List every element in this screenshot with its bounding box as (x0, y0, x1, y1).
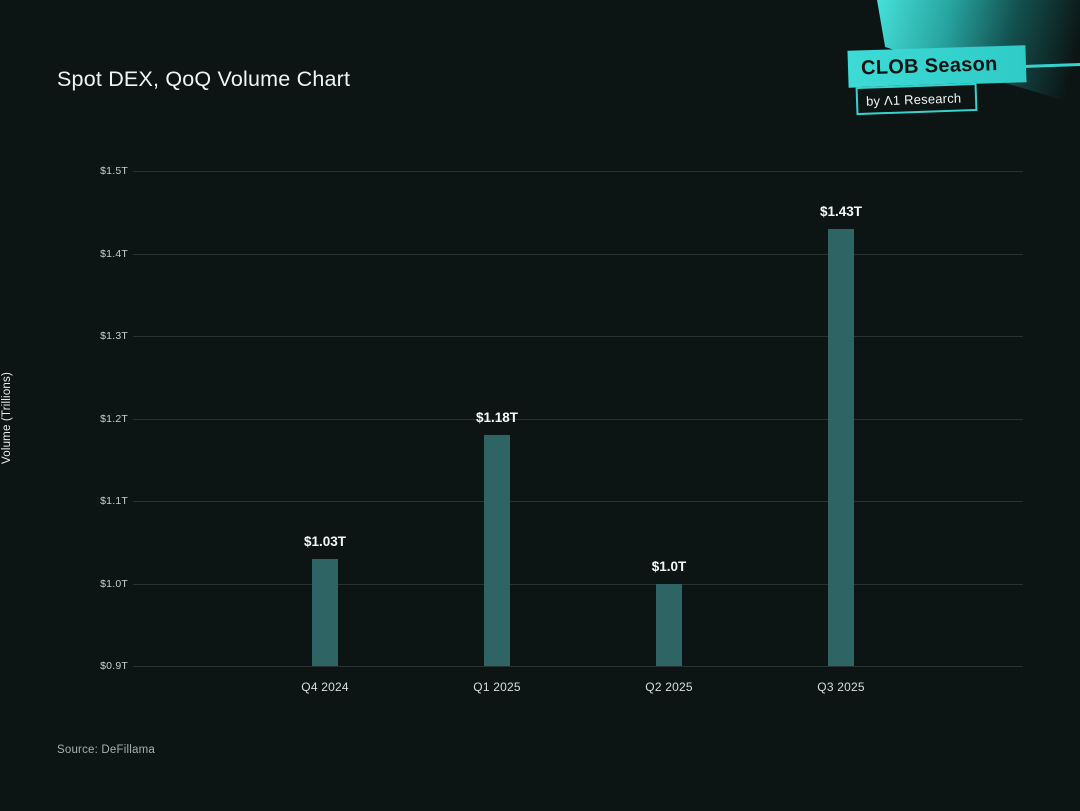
gridline (133, 418, 1023, 420)
x-tick-label: Q3 2025 (817, 680, 865, 694)
gridline (133, 501, 1023, 502)
plot-area: $1.03T $1.18T $1.0T $1.43T (133, 171, 1023, 667)
bar-value-label: $1.18T (475, 410, 519, 425)
gridline (133, 583, 1023, 585)
y-tick-label: $1.2T (100, 412, 128, 425)
y-tick-label: $1.3T (100, 330, 128, 342)
y-axis-tick-labels: $1.5T $1.4T $1.3T $1.2T $1.1T $1.0T $0.9T (0, 165, 128, 672)
y-tick-label: $0.9T (100, 660, 128, 672)
bar-value-label: $1.03T (303, 533, 347, 549)
by-a1-research-badge: by Λ1 Research (855, 82, 978, 116)
x-tick-label: Q4 2024 (301, 680, 349, 694)
gridline (133, 171, 1023, 172)
page-title: Spot DEX, QoQ Volume Chart (57, 67, 351, 91)
bar-q4-2024 (312, 558, 338, 666)
clob-season-badge: CLOB Season (847, 45, 1027, 88)
y-tick-label: $1.1T (100, 495, 128, 507)
y-tick-label: $1.0T (100, 577, 128, 590)
gridline (133, 666, 1023, 667)
bar-value-label: $1.43T (819, 203, 863, 219)
bar-q3-2025 (828, 228, 854, 666)
source-note: Source: DeFillama (57, 744, 155, 756)
clob-season-label: CLOB Season (860, 53, 998, 80)
y-tick-label: $1.4T (100, 247, 128, 260)
x-tick-label: Q2 2025 (645, 680, 693, 694)
gridline (133, 253, 1023, 255)
bar-value-label: $1.0T (651, 558, 687, 574)
x-tick-label: Q1 2025 (473, 680, 521, 694)
bar-q2-2025 (656, 583, 682, 666)
bar-q1-2025 (484, 435, 510, 666)
y-tick-label: $1.5T (100, 165, 128, 177)
x-axis-tick-labels: Q4 2024 Q1 2025 Q2 2025 Q3 2025 (133, 680, 1023, 700)
gridline (133, 336, 1023, 337)
by-a1-research-label: by Λ1 Research (865, 89, 962, 109)
